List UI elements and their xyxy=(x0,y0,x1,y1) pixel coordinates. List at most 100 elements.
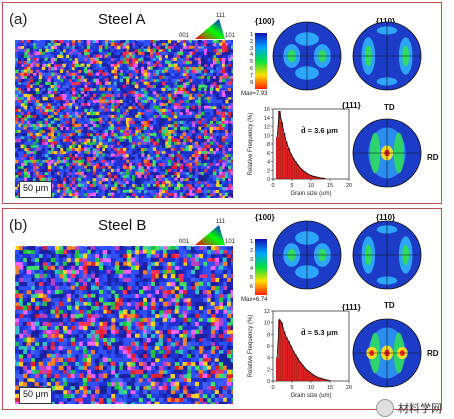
grain xyxy=(176,195,181,198)
grain xyxy=(230,258,233,264)
grain xyxy=(155,79,160,84)
grain xyxy=(134,51,140,57)
grain xyxy=(225,130,230,135)
histogram-bar xyxy=(285,141,288,180)
grain xyxy=(96,121,101,126)
grain xyxy=(201,157,206,162)
grain xyxy=(159,106,164,111)
grain xyxy=(182,84,188,90)
grain xyxy=(78,253,85,259)
grain xyxy=(153,168,158,173)
grain xyxy=(80,88,85,93)
grain xyxy=(225,42,230,47)
grain xyxy=(156,97,161,102)
grain xyxy=(66,108,71,113)
grain xyxy=(227,306,233,312)
grain xyxy=(216,165,221,170)
grain xyxy=(78,186,83,192)
grain xyxy=(87,278,93,284)
grain xyxy=(106,269,113,276)
grain xyxy=(90,102,95,107)
grain xyxy=(130,265,137,271)
grain xyxy=(131,187,137,192)
grain xyxy=(111,121,116,126)
grain xyxy=(210,266,216,272)
grain xyxy=(92,180,97,185)
grain xyxy=(32,132,37,137)
grain xyxy=(114,253,120,259)
grain xyxy=(188,69,193,75)
grain xyxy=(137,162,143,168)
grain xyxy=(162,112,167,117)
grain xyxy=(227,277,233,284)
grain xyxy=(194,49,200,54)
grain xyxy=(50,151,56,156)
grain xyxy=(173,189,178,194)
grain xyxy=(135,297,141,304)
grain xyxy=(159,298,165,304)
grain xyxy=(147,269,153,275)
grain xyxy=(99,246,105,252)
grain xyxy=(207,189,212,194)
grain xyxy=(219,253,225,260)
grain xyxy=(101,111,107,116)
grain xyxy=(171,261,177,267)
grain xyxy=(159,153,164,158)
grain xyxy=(228,178,233,183)
grain xyxy=(191,109,196,114)
grain xyxy=(213,60,218,65)
grain xyxy=(170,257,176,264)
grain xyxy=(150,40,155,44)
grain xyxy=(107,172,112,177)
grain xyxy=(54,109,59,114)
grain xyxy=(35,97,41,102)
grain xyxy=(138,286,144,292)
grain xyxy=(142,246,148,252)
grain xyxy=(231,175,233,180)
grain xyxy=(62,133,67,138)
grain xyxy=(71,103,77,108)
grain xyxy=(93,196,98,198)
grain xyxy=(221,138,226,143)
grain xyxy=(110,82,115,87)
grain xyxy=(224,139,229,144)
colorbar-tick: 1 xyxy=(249,32,253,38)
grain xyxy=(175,258,181,264)
grain xyxy=(149,81,154,86)
grain xyxy=(149,159,154,164)
grain xyxy=(111,40,116,45)
grain xyxy=(219,249,225,256)
grain xyxy=(44,136,50,141)
grain xyxy=(204,159,209,164)
grain xyxy=(65,180,70,186)
grain xyxy=(36,54,41,60)
grain xyxy=(66,169,71,174)
histogram-bar xyxy=(301,169,304,180)
grain xyxy=(231,40,233,45)
grain xyxy=(24,135,29,141)
grain xyxy=(110,42,115,47)
grain xyxy=(167,138,172,143)
grain xyxy=(98,81,104,86)
grain xyxy=(179,135,184,141)
grain xyxy=(168,106,173,111)
grain xyxy=(186,159,191,164)
grain xyxy=(156,73,161,78)
grain xyxy=(77,108,82,113)
grain xyxy=(228,99,233,104)
grain xyxy=(195,100,200,105)
grain xyxy=(56,100,61,105)
grain xyxy=(125,171,130,177)
grain xyxy=(189,172,194,177)
grain xyxy=(95,133,100,138)
grain xyxy=(219,66,224,72)
grain xyxy=(149,126,154,131)
grain xyxy=(35,138,40,143)
grain xyxy=(84,138,89,143)
grain xyxy=(50,309,56,315)
grain xyxy=(116,156,122,161)
grain xyxy=(107,84,112,89)
grain xyxy=(159,277,165,284)
grain xyxy=(110,168,116,174)
grain xyxy=(230,52,233,57)
